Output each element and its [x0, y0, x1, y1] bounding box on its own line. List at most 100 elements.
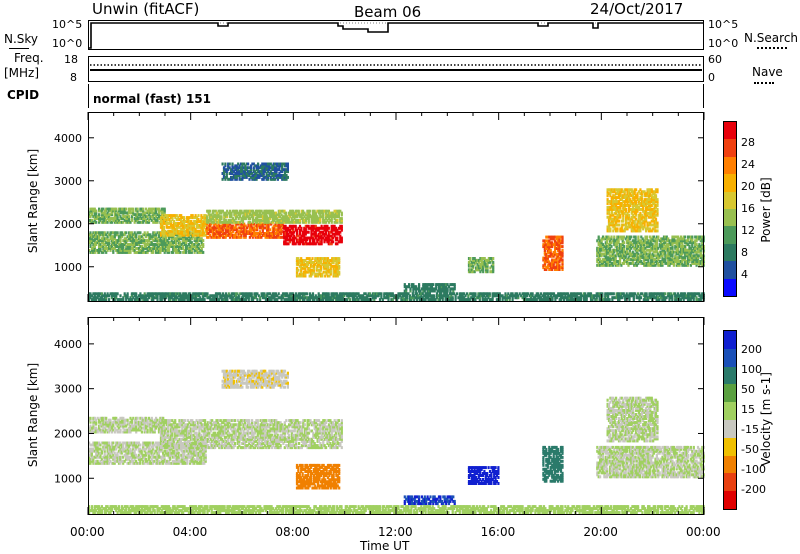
data-cell — [267, 230, 270, 234]
data-cell — [256, 222, 259, 226]
data-cell — [607, 205, 611, 209]
data-cell — [102, 207, 105, 211]
data-cell — [272, 174, 275, 177]
data-cell — [298, 238, 302, 242]
data-cell — [136, 246, 139, 250]
data-cell — [186, 294, 189, 298]
data-cell — [175, 237, 178, 241]
data-cell — [304, 272, 307, 276]
data-cell — [220, 228, 223, 232]
data-cell — [109, 246, 112, 250]
data-cell — [204, 214, 207, 218]
data-cell — [160, 207, 163, 211]
data-cell — [149, 246, 152, 250]
data-cell — [136, 209, 139, 213]
data-cell — [625, 188, 628, 192]
data-cell — [304, 228, 307, 232]
data-cell — [627, 261, 630, 265]
data-cell — [188, 216, 191, 220]
data-cell — [679, 239, 683, 243]
data-cell — [656, 225, 659, 229]
data-cell — [607, 217, 611, 221]
data-cell — [321, 257, 324, 261]
data-cell — [616, 241, 619, 245]
data-cell — [250, 222, 253, 226]
data-cell — [306, 213, 309, 217]
data-cell — [211, 232, 214, 235]
data-cell — [626, 213, 629, 217]
data-cell — [288, 228, 291, 232]
data-cell — [310, 215, 313, 219]
data-cell — [324, 274, 327, 278]
data-cell — [623, 229, 626, 233]
data-cell — [203, 231, 206, 235]
data-cell — [652, 258, 656, 262]
data-cell — [561, 264, 564, 268]
data-cell — [662, 248, 666, 252]
data-cell — [130, 217, 133, 220]
data-cell — [327, 242, 330, 246]
data-cell — [272, 162, 275, 166]
data-cell — [599, 246, 602, 250]
data-cell — [260, 222, 263, 226]
data-cell — [644, 239, 647, 243]
data-cell — [251, 228, 254, 232]
data-cell — [643, 263, 646, 267]
data-cell — [287, 238, 290, 242]
data-cell — [609, 237, 612, 241]
data-cell — [650, 254, 653, 258]
data-cell — [155, 292, 158, 296]
data-cell — [306, 230, 309, 234]
data-cell — [199, 248, 202, 252]
data-cell — [241, 164, 244, 168]
data-cell — [682, 239, 685, 243]
data-cell — [628, 246, 631, 250]
data-cell — [306, 224, 309, 228]
data-cell — [652, 196, 655, 200]
data-cell — [145, 211, 148, 215]
data-cell — [643, 258, 646, 262]
data-cell — [147, 245, 151, 248]
data-cell — [231, 235, 234, 239]
data-cell — [271, 168, 274, 172]
data-cell — [624, 256, 627, 260]
data-cell — [153, 209, 156, 213]
data-cell — [631, 244, 634, 248]
data-cell — [274, 162, 277, 166]
data-cell — [90, 239, 94, 243]
data-cell — [678, 243, 681, 247]
data-cell — [119, 209, 122, 213]
data-cell — [233, 209, 236, 213]
data-cell — [699, 261, 702, 265]
data-cell — [621, 241, 624, 245]
data-cell — [287, 242, 290, 246]
data-cell — [203, 292, 206, 296]
data-cell — [408, 285, 411, 289]
data-cell — [336, 211, 339, 215]
data-cell — [137, 235, 141, 239]
data-cell — [631, 250, 634, 254]
data-cell — [450, 287, 453, 291]
data-cell — [687, 256, 690, 260]
data-cell — [162, 239, 165, 243]
data-cell — [207, 235, 210, 239]
data-cell — [633, 200, 636, 204]
data-cell — [668, 261, 671, 265]
data-cell — [226, 298, 229, 302]
data-cell — [626, 241, 629, 245]
data-cell — [287, 220, 290, 224]
data-cell — [224, 296, 228, 300]
data-cell — [314, 272, 317, 276]
data-cell — [129, 250, 132, 254]
data-cell — [651, 246, 654, 250]
data-cell — [674, 254, 677, 258]
data-cell — [325, 257, 328, 261]
data-cell — [175, 298, 178, 302]
data-cell — [329, 264, 332, 268]
data-cell — [146, 298, 149, 302]
data-cell — [115, 217, 118, 220]
data-cell — [322, 213, 325, 217]
data-cell — [552, 264, 555, 268]
data-cell — [219, 220, 222, 224]
data-cell — [174, 214, 177, 218]
